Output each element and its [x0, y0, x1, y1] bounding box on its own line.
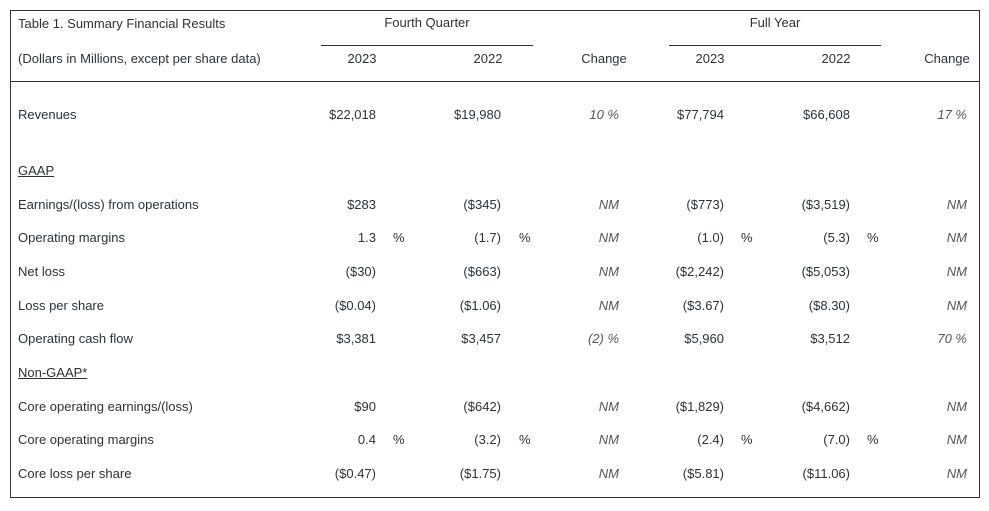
change-value: 17 % [937, 107, 967, 122]
group-header: Fourth Quarter [384, 15, 470, 30]
column-header: 2023 [347, 51, 377, 66]
table-title: Table 1. Summary Financial Results [18, 16, 226, 31]
cell-unit: % [741, 432, 753, 447]
change-value: NM [946, 466, 967, 481]
row-label: Core operating margins [18, 432, 154, 447]
cell-value: ($642) [463, 399, 501, 414]
cell-value: $3,512 [810, 331, 850, 346]
group-header: Full Year [749, 15, 801, 30]
cell-value: ($0.47) [334, 466, 376, 481]
cell-value: ($773) [686, 197, 724, 212]
change-value: NM [946, 432, 967, 447]
cell-value: ($11.06) [802, 466, 850, 481]
change-value: NM [598, 466, 619, 481]
group-rule [321, 45, 533, 46]
row-label: Operating cash flow [18, 331, 133, 346]
cell-value: $3,381 [336, 331, 376, 346]
cell-value: ($3.67) [682, 298, 724, 313]
cell-value: ($663) [463, 264, 501, 279]
cell-value: ($2,242) [675, 264, 724, 279]
row-label: Earnings/(loss) from operations [18, 197, 199, 212]
column-header: Change [581, 51, 627, 66]
cell-value: $22,018 [329, 107, 376, 122]
cell-unit: % [519, 230, 531, 245]
cell-value: ($1.06) [459, 298, 501, 313]
cell-unit: % [867, 432, 879, 447]
cell-value: $90 [354, 399, 376, 414]
row-label: Operating margins [18, 230, 125, 245]
cell-value: ($4,662) [801, 399, 850, 414]
cell-value: (3.2) [474, 432, 501, 447]
change-value: NM [598, 298, 619, 313]
cell-value: (5.3) [823, 230, 850, 245]
cell-value: $283 [347, 197, 376, 212]
cell-value: ($1.75) [459, 466, 501, 481]
row-label: Core operating earnings/(loss) [18, 399, 193, 414]
cell-value: $3,457 [461, 331, 501, 346]
cell-value: (1.0) [697, 230, 724, 245]
column-header: 2022 [473, 51, 503, 66]
cell-value: ($30) [345, 264, 376, 279]
cell-unit: % [393, 432, 405, 447]
change-value: NM [598, 399, 619, 414]
cell-value: $19,980 [454, 107, 501, 122]
table-frame [10, 10, 980, 498]
group-rule [669, 45, 881, 46]
change-value: NM [946, 230, 967, 245]
change-value: NM [946, 298, 967, 313]
change-value: NM [598, 432, 619, 447]
change-value: (2) % [587, 331, 619, 346]
cell-unit: % [519, 432, 531, 447]
cell-value: (1.7) [474, 230, 501, 245]
cell-value: ($0.04) [334, 298, 376, 313]
column-header: Change [924, 51, 970, 66]
change-value: NM [946, 264, 967, 279]
row-label: Loss per share [18, 298, 104, 313]
cell-value: $77,794 [677, 107, 724, 122]
change-value: NM [598, 264, 619, 279]
cell-value: $5,960 [684, 331, 724, 346]
cell-value: 0.4 [357, 432, 376, 447]
cell-unit: % [393, 230, 405, 245]
cell-value: $66,608 [803, 107, 850, 122]
change-value: NM [946, 399, 967, 414]
cell-value: (7.0) [823, 432, 850, 447]
cell-value: 1.3 [357, 230, 376, 245]
cell-unit: % [741, 230, 753, 245]
section-heading: GAAP [18, 163, 55, 178]
cell-value: ($5,053) [801, 264, 850, 279]
change-value: 10 % [589, 107, 619, 122]
cell-unit: % [867, 230, 879, 245]
cell-value: ($345) [463, 197, 501, 212]
cell-value: (2.4) [697, 432, 724, 447]
column-header: 2022 [821, 51, 851, 66]
header-rule [10, 81, 979, 82]
table-subtitle: (Dollars in Millions, except per share d… [18, 51, 261, 66]
column-header: 2023 [695, 51, 725, 66]
cell-value: ($3,519) [801, 197, 850, 212]
cell-value: ($8.30) [808, 298, 850, 313]
change-value: NM [598, 230, 619, 245]
change-value: 70 % [937, 331, 967, 346]
cell-value: ($5.81) [682, 466, 724, 481]
row-label: Revenues [18, 107, 77, 122]
change-value: NM [598, 197, 619, 212]
section-heading: Non-GAAP* [18, 365, 88, 380]
row-label: Core loss per share [18, 466, 132, 481]
change-value: NM [946, 197, 967, 212]
cell-value: ($1,829) [675, 399, 724, 414]
row-label: Net loss [18, 264, 65, 279]
